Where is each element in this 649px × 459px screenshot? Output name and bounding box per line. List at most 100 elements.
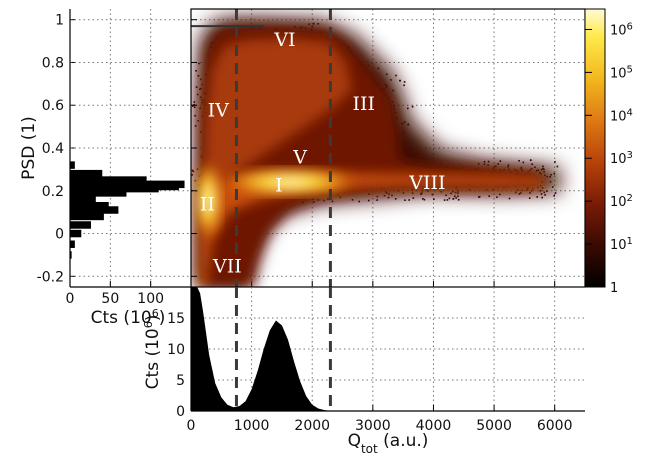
x-tick-label: 100 (137, 291, 164, 307)
event-dot (455, 197, 457, 199)
charge-cut-lines-lower (234, 287, 332, 411)
charge-projection-area (191, 287, 585, 411)
event-dot (540, 193, 543, 195)
event-dot (358, 200, 360, 203)
event-dot (191, 174, 194, 176)
event-dot (443, 199, 446, 201)
event-dot (553, 195, 555, 197)
psd-projection-xlabel: Cts (106) (91, 307, 166, 329)
event-dot (194, 125, 197, 127)
charge-projection-panel: 0 5 10 15 0 1000 2000 3000 4000 5000 6000 Qtot (a… (142, 287, 585, 456)
event-dot (195, 70, 197, 72)
event-dot (423, 198, 426, 201)
event-dot (554, 192, 557, 194)
event-dot (556, 165, 559, 168)
x-tick-label: 50 (101, 291, 119, 307)
density-map (180, 18, 560, 287)
psd-projection-grid (69, 9, 191, 287)
event-dot (452, 197, 455, 200)
x-tick-label: 3000 (355, 418, 391, 434)
event-dot (536, 196, 538, 198)
event-dot (194, 114, 196, 117)
region-label-ii: II (200, 194, 215, 216)
y-tick-label: -0.2 (37, 269, 64, 285)
psd-projection-bar (70, 251, 72, 259)
event-dot (448, 197, 451, 200)
event-dot (478, 196, 480, 198)
y-tick-label: 0.6 (42, 98, 64, 114)
event-dot (508, 197, 511, 200)
event-dot (376, 199, 378, 201)
event-dot (387, 196, 390, 199)
event-dot (192, 170, 195, 173)
event-dot (457, 199, 460, 201)
event-dot (399, 79, 401, 82)
y-tick-label: 0.8 (42, 55, 64, 71)
region-label-i: I (275, 174, 283, 196)
event-dot (403, 84, 405, 87)
event-dot (367, 199, 370, 202)
psd-projection-bar (70, 189, 127, 197)
neutron-band (204, 38, 352, 200)
gamma-peak (220, 168, 360, 196)
event-dot (193, 101, 196, 103)
region-label-iv: IV (208, 100, 230, 122)
event-dot (185, 166, 187, 168)
y-tick-label: 1 (55, 13, 64, 29)
colorbar-ticks: 1 101 102 103 104 105 106 (585, 21, 633, 296)
event-dot (394, 198, 397, 200)
y-tick-label: 10 (167, 342, 185, 358)
event-dot (544, 194, 546, 196)
event-dot (404, 199, 406, 201)
event-dot (193, 106, 196, 108)
psd-projection-bar (70, 212, 104, 221)
colorbar-tick-label: 102 (610, 193, 633, 211)
event-dot (431, 193, 434, 196)
region-label-vii: VII (212, 256, 242, 278)
psd-axis-ticks: -0.2 0 0.2 0.4 0.6 0.8 1 (37, 13, 197, 285)
colorbar-tick-label: 103 (610, 150, 633, 168)
event-dot (518, 160, 520, 162)
event-dot (395, 74, 397, 77)
charge-axis-ticks: 0 1000 2000 3000 4000 5000 6000 (187, 405, 573, 434)
event-dot (407, 107, 409, 110)
psd-projection-bar (70, 161, 75, 169)
event-dot (530, 159, 532, 161)
colorbar-tick-label: 105 (610, 64, 633, 82)
psd-projection-bar (70, 180, 185, 189)
x-tick-label: 0 (66, 291, 75, 307)
event-dot (192, 105, 194, 107)
psd-projection-panel: 0 50 100 Cts (106) (66, 9, 191, 328)
colorbar-tick-label: 1 (610, 281, 618, 296)
psd-projection-bar (70, 169, 103, 178)
charge-projection-ylabel: Cts (106) (142, 315, 164, 390)
event-dot (195, 86, 198, 88)
event-dot (194, 179, 197, 182)
event-dot (180, 163, 182, 165)
x-tick-label: 6000 (537, 418, 573, 434)
charge-projection-yticks: 0 5 10 15 (167, 311, 197, 420)
event-dot (433, 198, 435, 201)
region-label-viii: VIII (408, 172, 445, 194)
event-dot (457, 195, 459, 198)
y-tick-label: 0 (55, 227, 64, 243)
y-tick-label: 0 (176, 404, 185, 420)
colorbar-tick-label: 106 (610, 21, 633, 39)
colorbar: 1 101 102 103 104 105 106 (584, 8, 633, 296)
charge-cut-lines (234, 9, 332, 287)
event-dot (518, 193, 521, 195)
event-dot (191, 169, 194, 172)
event-dot (189, 173, 191, 175)
psd-projection-bar (70, 176, 147, 184)
y-tick-label: 0.2 (42, 184, 64, 200)
psd-projection-bar (70, 240, 75, 248)
event-dot (454, 195, 456, 198)
y-tick-label: 15 (167, 311, 185, 327)
event-dot (186, 169, 188, 171)
psd-projection-bar (70, 206, 119, 214)
event-dot (531, 163, 533, 165)
psd-projection-bar (70, 201, 109, 210)
event-dot (412, 197, 415, 199)
x-tick-label: 5000 (476, 418, 512, 434)
